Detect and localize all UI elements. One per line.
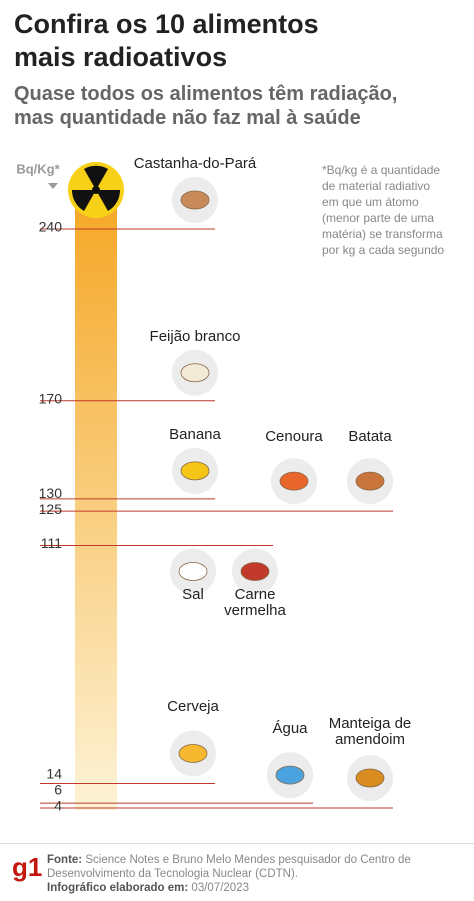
date: 03/07/2023 bbox=[191, 882, 249, 894]
food-icon bbox=[178, 744, 208, 763]
food-icon bbox=[180, 363, 210, 383]
food-label: Cerveja bbox=[167, 698, 219, 716]
food-icon bbox=[178, 562, 208, 581]
y-tick-label: 4 bbox=[54, 798, 62, 814]
y-tick-label: 6 bbox=[54, 782, 62, 798]
food-label: Batata bbox=[348, 428, 392, 446]
food-label: Água bbox=[272, 720, 308, 738]
subtitle: Quase todos os alimentos têm radiação, m… bbox=[14, 82, 397, 130]
logo: g1 bbox=[12, 852, 43, 882]
food-label: Feijão branco bbox=[149, 327, 241, 345]
food-icon bbox=[355, 768, 385, 788]
title-line: Confira os 10 alimentos bbox=[14, 9, 319, 39]
food-icon bbox=[180, 190, 210, 210]
source: Fonte: Science Notes e Bruno Melo Mendes… bbox=[47, 853, 457, 895]
food-icon bbox=[279, 471, 309, 491]
title-line: mais radioativos bbox=[14, 42, 228, 72]
note: *Bq/kg é a quantidade de material radiati… bbox=[322, 162, 444, 258]
axis-arrow bbox=[48, 183, 58, 189]
radiation-icon bbox=[68, 162, 124, 218]
note-line: (menor parte de uma bbox=[322, 211, 435, 225]
food-label: Carne vermelha bbox=[224, 586, 286, 620]
y-axis-label: Bq/Kg* bbox=[16, 161, 60, 176]
food-icon bbox=[180, 461, 210, 481]
note-line: em que um átomo bbox=[322, 195, 419, 209]
date-label: Infográfico elaborado em: bbox=[47, 882, 189, 894]
y-tick-label: 130 bbox=[39, 485, 63, 501]
subtitle-line: Quase todos os alimentos têm radiação, bbox=[14, 83, 398, 105]
note-line: matéria) se transforma bbox=[322, 227, 443, 241]
note-line: de material radiativo bbox=[322, 179, 431, 193]
food-label: Manteiga de amendoim bbox=[328, 715, 412, 748]
note-line: por kg a cada segundo bbox=[322, 243, 445, 257]
y-tick-label: 170 bbox=[39, 390, 63, 406]
source-label: Fonte: bbox=[47, 854, 83, 866]
food-label: Castanha-do-Pará bbox=[133, 155, 257, 172]
y-tick-label: 240 bbox=[39, 219, 63, 235]
y-tick-label: 111 bbox=[41, 535, 62, 551]
food-icon bbox=[275, 765, 305, 785]
y-tick-label: 14 bbox=[46, 766, 62, 782]
y-tick-label: 125 bbox=[39, 501, 63, 517]
title: Confira os 10 alimentos mais radioativos bbox=[14, 8, 319, 74]
food-icon bbox=[355, 471, 385, 491]
scale-bar bbox=[75, 190, 117, 810]
note-line: *Bq/kg é a quantidade bbox=[322, 163, 441, 177]
source-text: Science Notes e Bruno Melo Mendes pesqui… bbox=[47, 854, 411, 880]
footer: g1 Fonte: Science Notes e Bruno Melo Men… bbox=[0, 843, 474, 901]
food-label: Banana bbox=[169, 425, 221, 443]
food-icon bbox=[240, 562, 270, 581]
food-label: Cenoura bbox=[265, 428, 323, 446]
food-label: Sal bbox=[182, 586, 204, 604]
subtitle-line: mas quantidade não faz mal à saúde bbox=[14, 107, 361, 129]
